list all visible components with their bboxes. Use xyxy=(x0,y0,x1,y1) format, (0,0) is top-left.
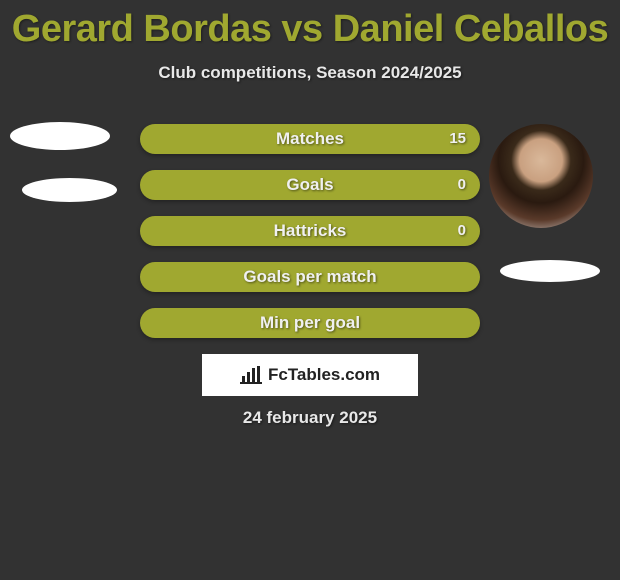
comparison-title: Gerard Bordas vs Daniel Ceballos xyxy=(0,0,620,51)
avatar-left-placeholder-2 xyxy=(22,178,117,202)
stat-bar-hattricks: Hattricks 0 xyxy=(140,216,480,246)
stat-label: Min per goal xyxy=(140,308,480,338)
avatar-right-photo xyxy=(489,124,593,228)
avatar-left-placeholder-1 xyxy=(10,122,110,150)
stat-value: 0 xyxy=(458,170,466,200)
stat-label: Matches xyxy=(140,124,480,154)
stat-label: Goals xyxy=(140,170,480,200)
avatar-right-placeholder-2 xyxy=(500,260,600,282)
logo-chart-icon xyxy=(240,366,262,384)
fctables-logo[interactable]: FcTables.com xyxy=(202,354,418,396)
comparison-date: 24 february 2025 xyxy=(0,408,620,428)
stat-bar-min-per-goal: Min per goal xyxy=(140,308,480,338)
stat-value: 0 xyxy=(458,216,466,246)
logo-text: FcTables.com xyxy=(268,365,380,385)
comparison-subtitle: Club competitions, Season 2024/2025 xyxy=(0,63,620,83)
stat-label: Hattricks xyxy=(140,216,480,246)
stat-value: 15 xyxy=(449,124,466,154)
stat-bar-matches: Matches 15 xyxy=(140,124,480,154)
stat-label: Goals per match xyxy=(140,262,480,292)
stats-bars: Matches 15 Goals 0 Hattricks 0 Goals per… xyxy=(140,124,480,354)
stat-bar-goals-per-match: Goals per match xyxy=(140,262,480,292)
stat-bar-goals: Goals 0 xyxy=(140,170,480,200)
